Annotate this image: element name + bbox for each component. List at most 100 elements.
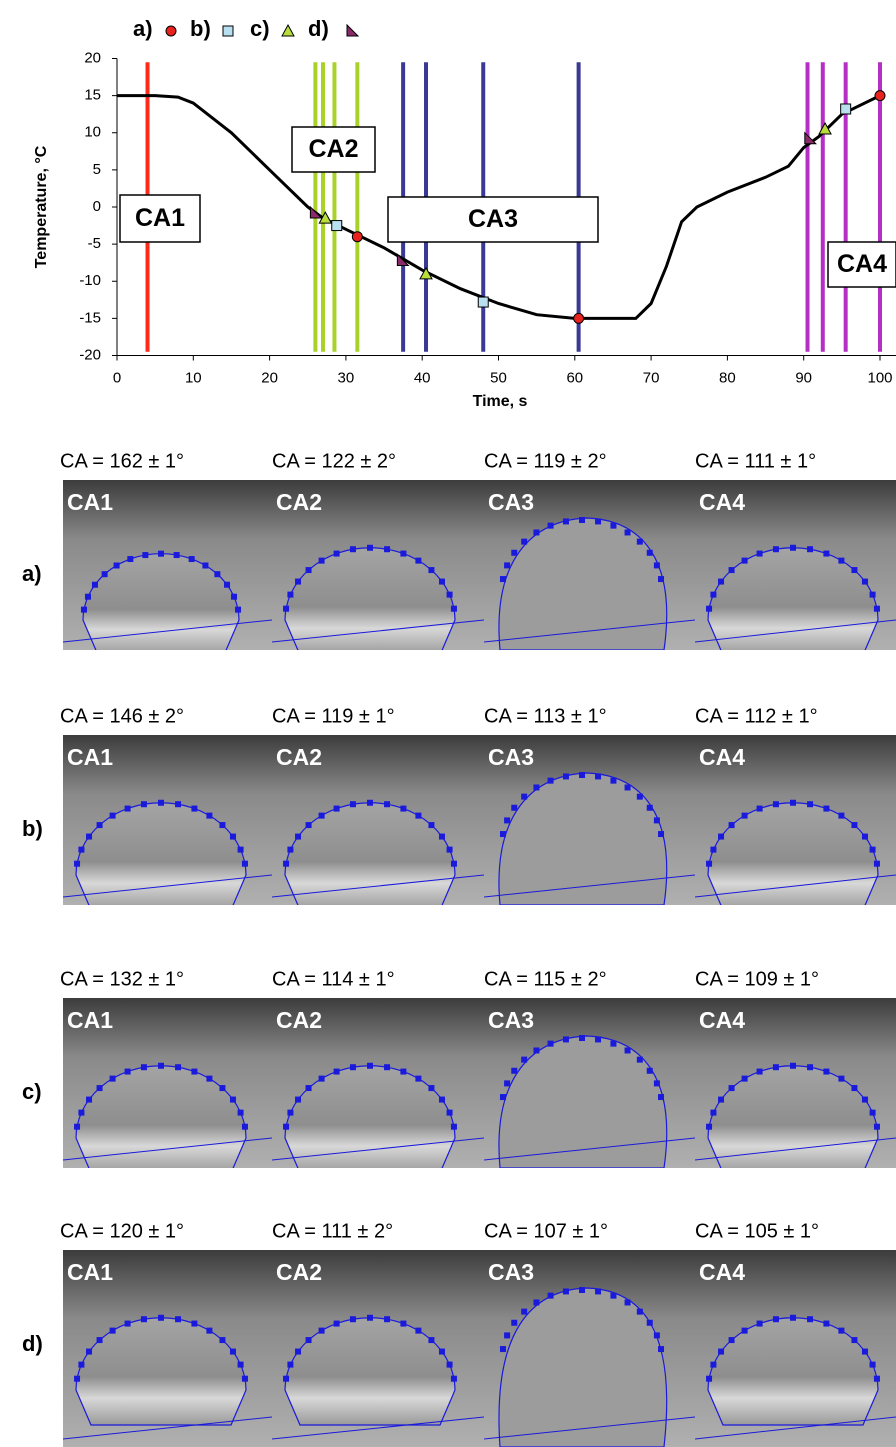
fit-point (718, 579, 724, 585)
fit-point (851, 822, 857, 828)
y-tick-label: -5 (88, 235, 101, 252)
fit-point (548, 778, 554, 784)
droplet-photo: CA1 (63, 1250, 272, 1447)
fit-point (334, 806, 340, 812)
fit-point (350, 801, 356, 807)
fit-point (874, 606, 880, 612)
droplet-photo: CA4 (695, 735, 896, 910)
fit-point (773, 546, 779, 552)
fit-point (658, 1346, 664, 1352)
photo-tag: CA2 (276, 744, 322, 770)
fit-point (773, 801, 779, 807)
fit-point (231, 594, 237, 600)
fit-point (206, 1328, 212, 1334)
photo-tag: CA2 (276, 489, 322, 515)
ca-caption: CA = 120 ± 1° (60, 1220, 184, 1242)
ca-caption: CA = 111 ± 1° (695, 450, 816, 472)
fit-point (451, 1376, 457, 1382)
annotation: CA1 (135, 204, 185, 232)
fit-point (729, 1337, 735, 1343)
fit-point (533, 784, 539, 790)
fit-point (533, 529, 539, 535)
fit-point (451, 861, 457, 867)
fit-point (563, 773, 569, 779)
x-tick-label: 50 (490, 369, 507, 386)
fit-point (86, 1349, 92, 1355)
fit-point (189, 556, 195, 562)
fit-point (319, 1328, 325, 1334)
fit-point (757, 551, 763, 557)
fit-point (563, 518, 569, 524)
fit-point (838, 558, 844, 564)
row-label: c) (22, 1079, 42, 1104)
fit-point (654, 817, 660, 823)
fit-point (579, 772, 585, 778)
fit-point (710, 1362, 716, 1368)
fit-point (350, 546, 356, 552)
fit-point (92, 582, 98, 588)
fit-point (230, 1097, 236, 1103)
ca-caption: CA = 162 ± 1° (60, 450, 184, 472)
ca-caption: CA = 132 ± 1° (60, 968, 184, 990)
x-tick-label: 20 (261, 369, 278, 386)
x-tick-label: 0 (113, 369, 121, 386)
fit-point (838, 1076, 844, 1082)
fit-point (219, 1337, 225, 1343)
fit-point (790, 800, 796, 806)
row-label: a) (22, 561, 42, 586)
fit-point (851, 567, 857, 573)
fit-point (97, 822, 103, 828)
fit-point (718, 834, 724, 840)
x-tick-label: 80 (719, 369, 736, 386)
fit-point (175, 1064, 181, 1070)
fit-point (86, 834, 92, 840)
fit-point (637, 1057, 643, 1063)
annotation: CA4 (837, 250, 887, 278)
fit-point (647, 550, 653, 556)
droplet-photo: CA1 (63, 735, 272, 910)
fit-point (110, 1328, 116, 1334)
fit-point (807, 1316, 813, 1322)
fit-point (400, 806, 406, 812)
fit-point (807, 1064, 813, 1070)
fit-point (757, 806, 763, 812)
fit-point (191, 806, 197, 812)
fit-point (319, 558, 325, 564)
droplet-photo: CA4 (695, 1250, 896, 1447)
fit-point (428, 1337, 434, 1343)
legend-marker (223, 26, 233, 36)
photo-tag: CA4 (699, 1259, 745, 1285)
fit-point (511, 1320, 517, 1326)
fit-point (428, 567, 434, 573)
ca-caption: CA = 146 ± 2° (60, 705, 184, 727)
fit-point (224, 582, 230, 588)
page: {"chart_data": {"type": "line", "x_label… (0, 0, 896, 1447)
fit-point (862, 579, 868, 585)
y-tick-label: 0 (93, 198, 101, 215)
fit-point (447, 592, 453, 598)
fit-point (862, 1349, 868, 1355)
fit-point (807, 801, 813, 807)
droplet-photo: CA2 (272, 998, 484, 1173)
fit-point (625, 1299, 631, 1305)
fit-point (500, 831, 506, 837)
x-tick-label: 40 (414, 369, 431, 386)
droplet-photo: CA1 (63, 480, 272, 655)
fit-point (283, 606, 289, 612)
fit-point (610, 1041, 616, 1047)
fit-point (306, 1085, 312, 1091)
fit-point (439, 834, 445, 840)
fit-point (175, 801, 181, 807)
fit-point (595, 1036, 601, 1042)
fit-point (238, 847, 244, 853)
fit-point (367, 545, 373, 551)
fit-point (110, 813, 116, 819)
fit-point (511, 805, 517, 811)
fit-point (230, 1349, 236, 1355)
fit-point (242, 1376, 248, 1382)
fit-point (295, 834, 301, 840)
fit-point (86, 1097, 92, 1103)
fit-point (415, 1328, 421, 1334)
fit-point (74, 1376, 80, 1382)
fit-point (706, 1376, 712, 1382)
